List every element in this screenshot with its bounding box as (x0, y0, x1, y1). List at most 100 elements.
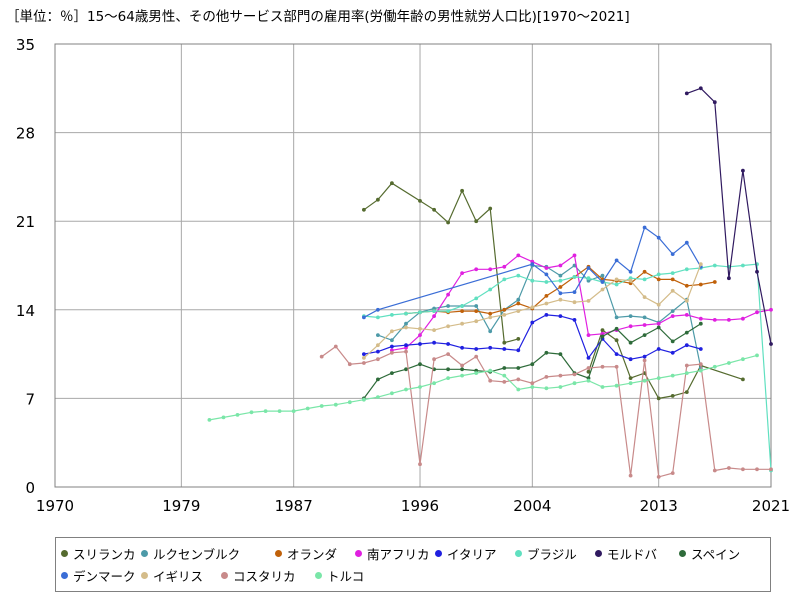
data-point (544, 301, 549, 306)
legend-marker (355, 550, 362, 557)
data-point (432, 309, 436, 313)
data-point (432, 328, 436, 332)
data-point (698, 316, 703, 321)
data-point (656, 325, 661, 330)
data-point (670, 373, 675, 378)
data-point (558, 297, 563, 302)
data-point (698, 321, 703, 326)
data-point (670, 252, 675, 256)
data-point (558, 285, 563, 289)
data-point (502, 277, 507, 282)
data-point (558, 352, 563, 356)
data-point (600, 287, 605, 292)
data-point (432, 314, 436, 318)
data-point (642, 323, 647, 327)
data-point (235, 413, 240, 417)
data-point (376, 315, 380, 320)
data-point (558, 314, 563, 318)
data-point (474, 304, 479, 308)
data-point (628, 314, 633, 318)
data-point (544, 266, 549, 270)
legend-label: モルドバ (607, 547, 658, 562)
data-point (460, 304, 464, 308)
data-point (614, 338, 619, 343)
data-point (656, 396, 661, 401)
data-point (628, 269, 633, 274)
data-point (684, 371, 689, 375)
legend-item: 南アフリカ (355, 544, 430, 563)
data-point (684, 299, 689, 303)
chart-title: ［単位：％］15〜64歳男性、その他サービス部門の雇用率(労働年齢の男性就労人口… (6, 9, 630, 25)
y-tick-label: 7 (25, 390, 35, 408)
data-point (558, 373, 563, 378)
legend-item: オランダ (275, 544, 337, 563)
data-point (656, 235, 661, 240)
series-6 (684, 86, 773, 346)
data-point (432, 381, 436, 386)
data-point (502, 264, 507, 269)
data-point (614, 352, 619, 356)
data-point (684, 91, 689, 96)
data-point (376, 197, 380, 202)
data-point (684, 267, 689, 272)
legend-item: スペイン (679, 544, 740, 563)
data-point (572, 275, 577, 279)
data-point (516, 366, 521, 370)
data-point (572, 290, 577, 294)
data-point (446, 342, 450, 346)
data-point (404, 343, 408, 348)
data-point (530, 381, 535, 386)
data-point (544, 294, 549, 298)
data-point (207, 418, 212, 422)
data-point (530, 305, 535, 310)
legend-item: ルクセンブルク (141, 544, 240, 563)
data-point (698, 282, 703, 287)
legend-marker (61, 550, 68, 557)
data-point (516, 273, 521, 278)
data-point (446, 352, 450, 356)
data-point (516, 301, 521, 306)
legend-label: コスタリカ (233, 569, 296, 584)
data-point (614, 277, 619, 282)
data-point (277, 409, 282, 413)
data-point (488, 287, 493, 292)
data-point (656, 475, 661, 479)
data-point (769, 307, 773, 312)
data-point (432, 357, 436, 362)
data-point (418, 462, 422, 467)
data-point (446, 376, 450, 380)
data-point (502, 313, 507, 317)
data-point (572, 318, 577, 322)
data-point (488, 345, 493, 350)
data-point (755, 269, 759, 274)
data-point (376, 377, 380, 382)
y-tick-label: 0 (25, 479, 35, 497)
data-point (404, 321, 408, 326)
data-point (684, 313, 689, 317)
x-tick-label: 1987 (275, 497, 313, 515)
legend-marker (141, 572, 148, 579)
series-1 (376, 263, 703, 370)
data-point (712, 318, 717, 322)
data-point (741, 263, 745, 268)
data-point (516, 253, 521, 258)
data-point (755, 353, 759, 358)
data-point (769, 467, 773, 472)
legend-label: ルクセンブルク (153, 547, 241, 562)
data-point (769, 342, 773, 346)
data-point (516, 377, 521, 382)
data-point (642, 295, 647, 299)
data-point (418, 326, 422, 331)
data-point (558, 385, 563, 389)
data-point (362, 356, 366, 360)
legend: スリランカ ルクセンブルク オランダ 南アフリカ イタリア ブラジル モルドバ スペイン デンマ… (55, 537, 771, 592)
data-point (600, 280, 605, 284)
line-chart: 1970 1979 1987 1996 2004 2013 2021 0 7 14 21 28 35 (16, 36, 790, 515)
data-point (474, 267, 479, 272)
data-point (474, 309, 479, 313)
data-point (727, 361, 731, 365)
data-point (516, 297, 521, 302)
data-point (558, 278, 563, 283)
data-point (712, 364, 717, 369)
data-point (347, 400, 352, 405)
